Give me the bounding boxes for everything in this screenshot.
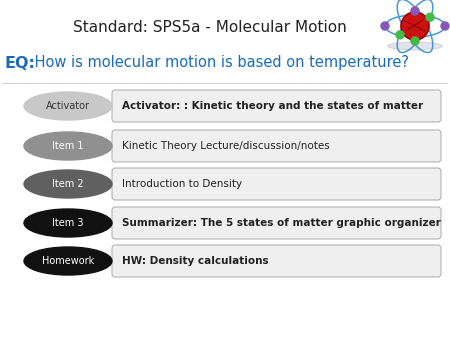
FancyBboxPatch shape: [112, 245, 441, 277]
Text: EQ:: EQ:: [5, 55, 36, 71]
Text: Activator: : Kinetic theory and the states of matter: Activator: : Kinetic theory and the stat…: [122, 101, 423, 111]
FancyBboxPatch shape: [112, 130, 441, 162]
Text: Item 1: Item 1: [52, 141, 84, 151]
Ellipse shape: [24, 170, 112, 198]
Ellipse shape: [24, 132, 112, 160]
FancyBboxPatch shape: [112, 168, 441, 200]
Circle shape: [411, 7, 419, 15]
Text: Item 2: Item 2: [52, 179, 84, 189]
Text: Kinetic Theory Lecture/discussion/notes: Kinetic Theory Lecture/discussion/notes: [122, 141, 330, 151]
Text: Item 3: Item 3: [52, 218, 84, 228]
Text: Summarizer: The 5 states of matter graphic organizer: Summarizer: The 5 states of matter graph…: [122, 218, 441, 228]
Circle shape: [441, 22, 449, 30]
Ellipse shape: [24, 92, 112, 120]
Circle shape: [411, 37, 419, 45]
Circle shape: [426, 13, 434, 21]
Circle shape: [381, 22, 389, 30]
FancyBboxPatch shape: [112, 90, 441, 122]
FancyBboxPatch shape: [112, 207, 441, 239]
Ellipse shape: [387, 42, 442, 50]
Text: Standard: SPS5a - Molecular Motion: Standard: SPS5a - Molecular Motion: [73, 21, 347, 35]
Text: Introduction to Density: Introduction to Density: [122, 179, 242, 189]
Text: Activator: Activator: [46, 101, 90, 111]
Circle shape: [401, 12, 429, 40]
Ellipse shape: [24, 247, 112, 275]
Text: How is molecular motion is based on temperature?: How is molecular motion is based on temp…: [30, 55, 409, 71]
Circle shape: [396, 31, 404, 39]
Text: Homework: Homework: [42, 256, 94, 266]
Ellipse shape: [24, 209, 112, 237]
Text: HW: Density calculations: HW: Density calculations: [122, 256, 269, 266]
